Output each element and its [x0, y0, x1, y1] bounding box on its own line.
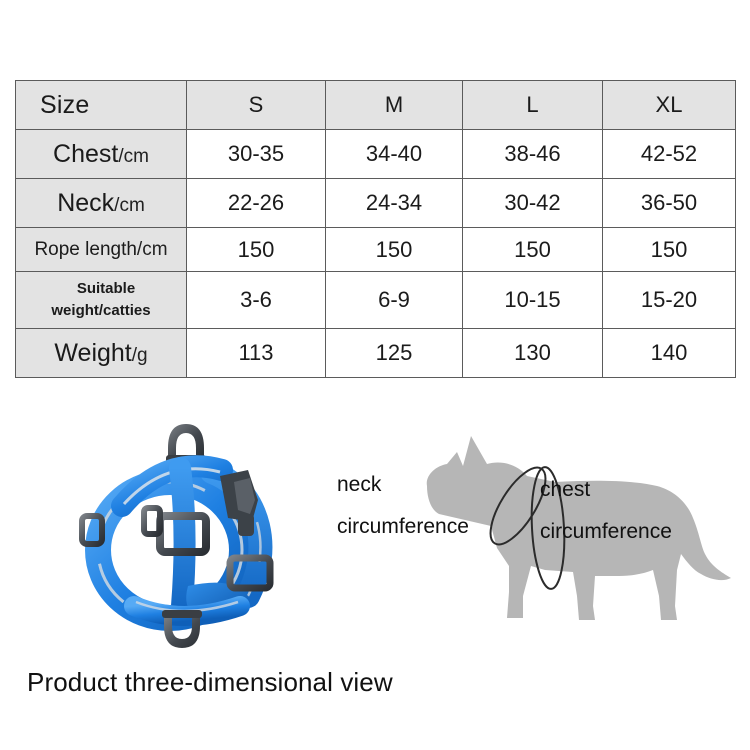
product-caption: Product three-dimensional view	[27, 667, 393, 697]
table-header-row: Size S M L XL	[15, 80, 736, 130]
row-label-neck: Neck/cm	[15, 178, 187, 228]
neck-circumference-label-line2: circumference	[337, 515, 469, 538]
cell-neck-m: 24-34	[325, 178, 463, 228]
row-label-text: Weight	[54, 338, 132, 367]
cell-rope-xl: 150	[602, 227, 736, 272]
row-label-unit: /cm	[114, 194, 145, 216]
cell-suitable-xl: 15-20	[602, 271, 736, 329]
side-release-buckle-icon	[220, 470, 258, 536]
row-label-text: Neck	[57, 188, 115, 217]
chest-measure-ellipse	[530, 466, 566, 590]
row-label-text: Rope length	[34, 238, 137, 260]
strap-clip-icon	[141, 505, 163, 537]
dog-silhouette-diagram	[405, 420, 735, 650]
table-row: Neck/cm 22-26 24-34 30-42 36-50	[15, 178, 736, 228]
row-label-unit: /g	[131, 344, 148, 366]
cell-rope-m: 150	[325, 227, 463, 272]
header-cell-m: M	[325, 80, 463, 130]
cell-chest-m: 34-40	[325, 129, 463, 179]
cell-neck-xl: 36-50	[602, 178, 736, 228]
cell-chest-xl: 42-52	[602, 129, 736, 179]
row-label-rope-length: Rope length/cm	[15, 227, 187, 272]
harness-illustration	[79, 424, 274, 648]
cell-suitable-l: 10-15	[462, 271, 603, 329]
cell-rope-l: 150	[462, 227, 603, 272]
row-label-unit: /cm	[136, 238, 168, 260]
row-label-line1: Suitable	[76, 280, 136, 297]
chest-circumference-label-line2: circumference	[540, 520, 672, 543]
strap-adjuster-left-icon	[79, 513, 105, 547]
dog-measure-illustration	[426, 436, 731, 620]
row-label-chest: Chest/cm	[15, 129, 187, 179]
strap-adjuster-right-icon	[226, 554, 274, 592]
row-label-suitable-weight: Suitable weight/catties	[15, 271, 187, 329]
d-ring-bottom-icon	[162, 610, 202, 648]
cell-chest-l: 38-46	[462, 129, 603, 179]
cell-suitable-s: 3-6	[186, 271, 326, 329]
size-chart-table-container: Size S M L XL Chest/cm 30-35 34-40 38-46…	[15, 80, 736, 378]
table-row: Rope length/cm 150 150 150 150	[15, 227, 736, 272]
cell-weight-m: 125	[325, 328, 463, 378]
table-row: Weight/g 113 125 130 140	[15, 328, 736, 378]
row-label-unit: /cm	[118, 145, 149, 167]
dog-silhouette-icon	[426, 436, 731, 620]
cell-weight-l: 130	[462, 328, 603, 378]
cell-weight-xl: 140	[602, 328, 736, 378]
product-figure-area	[0, 400, 750, 670]
cell-neck-s: 22-26	[186, 178, 326, 228]
row-label-line2: weight/catties	[51, 302, 151, 319]
table-row: Chest/cm 30-35 34-40 38-46 42-52	[15, 129, 736, 179]
harness-product-image	[62, 410, 322, 660]
row-label-weight: Weight/g	[15, 328, 187, 378]
header-cell-xl: XL	[602, 80, 736, 130]
cell-chest-s: 30-35	[186, 129, 326, 179]
cell-weight-s: 113	[186, 328, 326, 378]
row-label-text: Chest	[53, 139, 119, 168]
cell-neck-l: 30-42	[462, 178, 603, 228]
table-row: Suitable weight/catties 3-6 6-9 10-15 15…	[15, 271, 736, 329]
header-cell-l: L	[462, 80, 603, 130]
header-cell-s: S	[186, 80, 326, 130]
cell-suitable-m: 6-9	[325, 271, 463, 329]
chest-circumference-label-line1: chest	[540, 478, 591, 501]
cell-rope-s: 150	[186, 227, 326, 272]
size-chart-table: Size S M L XL Chest/cm 30-35 34-40 38-46…	[15, 80, 736, 378]
neck-circumference-label-line1: neck	[337, 473, 382, 496]
header-cell-size: Size	[15, 80, 187, 130]
